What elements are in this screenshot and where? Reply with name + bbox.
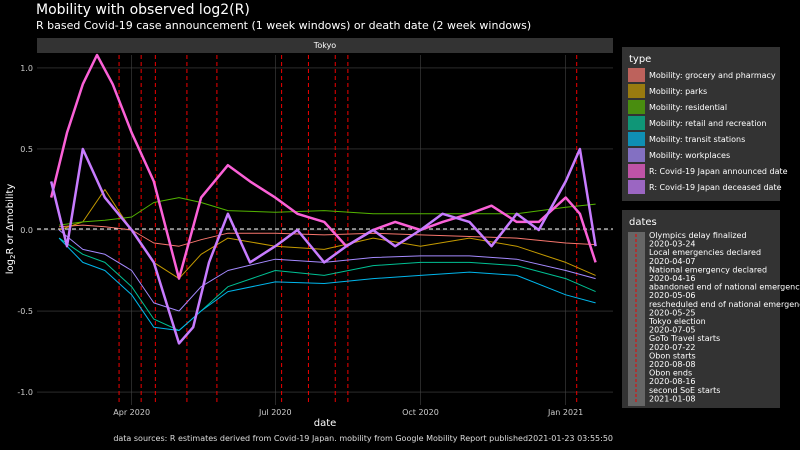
legend-date-event-date: 2020-08-08 — [649, 360, 696, 369]
series-line — [59, 197, 596, 226]
legend-date-event-date: 2020-08-16 — [649, 377, 696, 386]
series-line — [58, 189, 596, 280]
facet-strip — [37, 38, 613, 53]
legend-date-event-date: 2020-07-05 — [649, 326, 696, 335]
x-axis-label: date — [314, 418, 337, 429]
legend-dates-items: Olympics delay finalized2020-03-24Local … — [648, 231, 800, 403]
y-tick-label: 1.0 — [20, 64, 33, 73]
legend-date-event-name: National emergency declared — [649, 265, 767, 274]
legend-date-event-name: Tokyo election — [648, 317, 706, 326]
legend-type-key — [628, 164, 645, 178]
y-tick-label: -0.5 — [17, 307, 33, 316]
legend-type-key — [628, 84, 645, 98]
legend-dates-box — [622, 210, 780, 408]
y-tick-label: 0.5 — [20, 145, 33, 154]
legend-date-event-name: rescheduled end of national emergency — [649, 300, 800, 309]
series-line — [58, 237, 596, 331]
legend-type-label: Mobility: retail and recreation — [649, 119, 766, 128]
legend-type-label: Mobility: transit stations — [649, 135, 745, 144]
event-lines — [118, 55, 578, 405]
legend-type-label: R: Covid-19 Japan announced date — [649, 167, 788, 176]
y-axis-label-rest: R or Δmobility — [5, 184, 16, 255]
legend-date-event-date: 2020-03-24 — [649, 240, 696, 249]
legend-date-event-name: second SoE starts — [649, 386, 720, 395]
legend-date-event-date: 2020-07-22 — [649, 343, 696, 352]
legend-type-key — [628, 132, 645, 146]
chart-subtitle: R based Covid-19 case announcement (1 we… — [36, 19, 532, 32]
legend-type-label: Mobility: grocery and pharmacy — [649, 71, 776, 80]
legend-dates-title: dates — [629, 217, 657, 228]
legend-type-key — [628, 116, 645, 130]
y-tick-label: 0.0 — [20, 226, 33, 235]
legend-date-event-name: abandoned end of national emergency — [649, 283, 800, 292]
legend-date-event-date: 2020-04-07 — [649, 257, 696, 266]
legend-type-title: type — [629, 54, 651, 65]
legend-date-event-date: 2020-05-25 — [649, 308, 696, 317]
legend-date-event-date: 2021-01-08 — [649, 394, 696, 403]
x-tick-label: Apr 2020 — [113, 408, 150, 417]
y-axis-label-sub: 2 — [9, 255, 17, 259]
chart-caption: data sources: R estimates derived from C… — [113, 434, 613, 443]
x-tick-label: Jan 2021 — [547, 408, 583, 417]
x-tick-label: Oct 2020 — [402, 408, 439, 417]
legend-type-label: Mobility: residential — [649, 103, 727, 112]
legend-date-event-name: Obon ends — [649, 369, 692, 378]
legend-type-key — [628, 100, 645, 114]
series-line — [58, 229, 596, 312]
legend-date-event-name: Obon starts — [649, 351, 696, 360]
legend-type-key — [628, 180, 645, 194]
legend-date-event-date: 2020-04-16 — [649, 274, 696, 283]
legend-date-event-name: Local emergencies declared — [649, 248, 761, 257]
legend-date-event-name: Olympics delay finalized — [649, 231, 747, 240]
series-line — [58, 237, 596, 331]
legend-type-label: R: Covid-19 Japan deceased date — [649, 183, 782, 192]
facet-label: Tokyo — [313, 41, 337, 50]
legend-type-label: Mobility: workplaces — [649, 151, 730, 160]
legend-type-key — [628, 68, 645, 82]
axis-ticks: 1.0 0.5 0.0 -0.5 -1.0 Apr 2020 Jul 2020 Oct 202… — [17, 64, 583, 417]
legend-date-event-date: 2020-05-06 — [649, 291, 696, 300]
y-axis-label-main: log — [5, 259, 16, 274]
series-line — [49, 147, 597, 345]
x-tick-label: Jul 2020 — [258, 408, 292, 417]
series-lines — [49, 53, 597, 345]
legend-type-items: Mobility: grocery and pharmacy Mobility: … — [628, 68, 788, 194]
legend-type-label: Mobility: parks — [649, 87, 707, 96]
chart-title: Mobility with observed log2(R) — [36, 2, 250, 18]
series-line — [59, 224, 596, 247]
legend-date-event-name: GoTo Travel starts — [649, 334, 720, 343]
y-tick-label: -1.0 — [17, 388, 33, 397]
y-axis-label: log2R or Δmobility — [5, 184, 17, 275]
legend-type-key — [628, 148, 645, 162]
legend-type-box — [622, 47, 780, 201]
